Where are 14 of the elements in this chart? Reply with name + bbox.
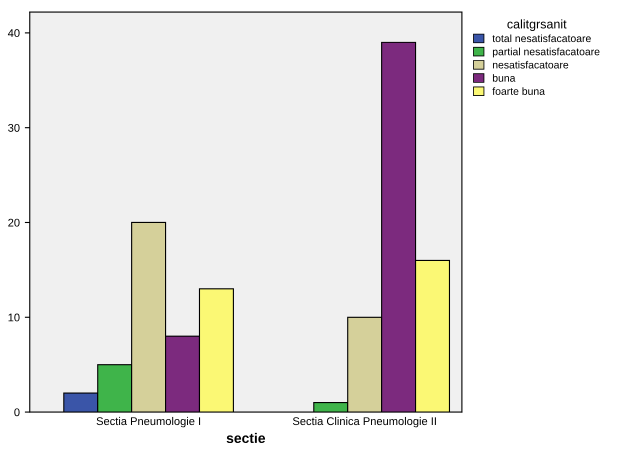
legend-label: foarte buna [492,87,545,95]
legend-label: nesatisfacatoare [492,60,568,69]
legend-label: partial nesatisfacatoare [492,48,600,58]
legend-label: total nesatisfacatoare [492,34,591,42]
x-tick-label: Sectia Pneumologie I [96,416,200,428]
y-tick-label: 10 [8,314,20,322]
y-tick-label: 30 [8,124,20,132]
x-tick-label: Sectia Clinica Pneumologie II [292,416,436,428]
legend-label: buna [492,74,516,82]
y-tick-label: 20 [8,218,20,227]
x-axis-title: sectie [226,432,266,444]
legend-title: calitgrsanit [507,19,567,31]
y-tick-label: 0 [14,408,20,416]
y-tick-label: 40 [8,29,20,38]
